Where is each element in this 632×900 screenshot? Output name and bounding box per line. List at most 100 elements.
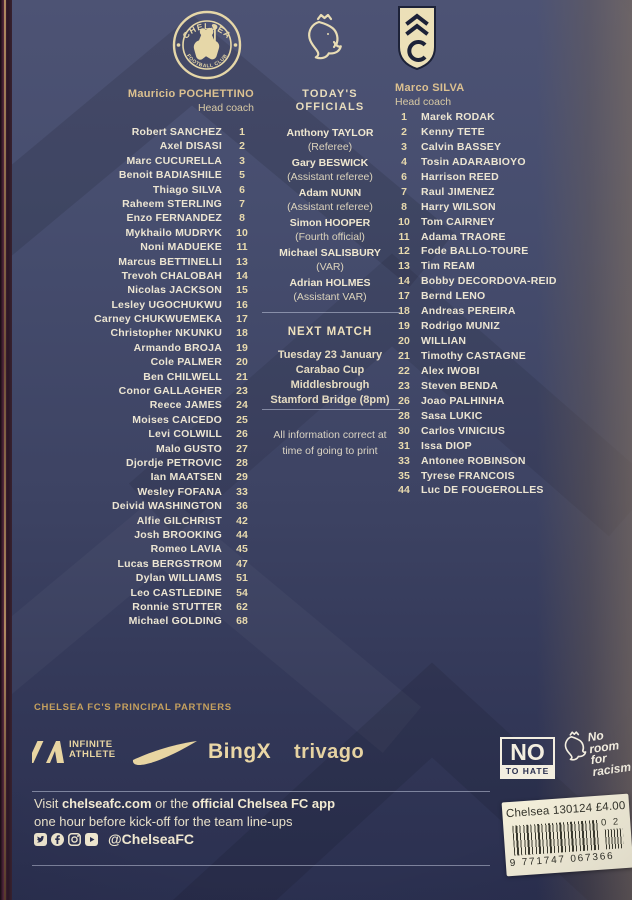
player-row: 26 Joao PALHINHA — [393, 395, 603, 410]
player-number: 26 — [398, 394, 410, 407]
player-row: Ben CHILWELL 21 — [40, 371, 254, 385]
player-name: Kenny TETE — [421, 125, 485, 138]
player-name: Steven BENDA — [421, 379, 499, 392]
player-number: 33 — [398, 454, 410, 467]
official-role: (Referee) — [307, 141, 353, 153]
next-match-line: Middlesbrough — [290, 379, 370, 391]
officials-title-line1: TODAY'S — [302, 88, 358, 100]
player-number: 2 — [401, 125, 407, 138]
player-number: 29 — [236, 471, 248, 484]
disclaimer-line2: time of going to print — [282, 444, 378, 457]
player-name: Raheem STERLING — [122, 197, 222, 210]
player-number: 36 — [236, 500, 248, 513]
player-name: Marc CUCURELLA — [126, 154, 222, 167]
player-name: Josh BROOKING — [134, 528, 222, 541]
player-name: Rodrigo MUNIZ — [421, 320, 501, 333]
player-number: 27 — [236, 442, 248, 455]
footer-text-segment: or the — [151, 796, 193, 811]
player-number: 22 — [398, 364, 410, 377]
footer-visit-line: Visit chelseafc.com or the official Chel… — [34, 796, 335, 811]
twitter-icon — [34, 832, 47, 846]
chelsea-coach-block: Mauricio POCHETTINO Head coach — [40, 88, 254, 114]
footer-text-segment: Visit — [34, 796, 62, 811]
player-row: Noni MADUEKE 11 — [40, 241, 254, 255]
player-name: Christopher NKUNKU — [110, 327, 222, 340]
player-name: Lucas BERGSTROM — [117, 557, 222, 570]
official-entry: Adam NUNN (Assistant referee) — [258, 186, 402, 214]
player-number: 2 — [239, 140, 245, 153]
player-number: 19 — [236, 341, 248, 354]
player-row: 17 Bernd LENO — [393, 290, 603, 305]
player-name: Alfie GILCHRIST — [136, 514, 222, 527]
official-name: Adrian HOLMES — [289, 277, 371, 289]
player-number: 18 — [236, 327, 248, 340]
bingx-logo: BingX — [208, 740, 272, 763]
divider — [32, 791, 490, 792]
player-name: Malo GUSTO — [156, 442, 222, 455]
trivago-logo: trivago — [294, 741, 365, 763]
player-name: Robert SANCHEZ — [131, 126, 222, 138]
player-name: Calvin BASSEY — [421, 140, 502, 153]
player-number: 44 — [398, 484, 410, 497]
chelsea-coach-name: Mauricio POCHETTINO — [127, 88, 254, 100]
player-number: 44 — [236, 528, 248, 541]
player-row: 13 Tim REAM — [393, 260, 603, 275]
player-number: 5 — [239, 169, 245, 182]
player-name: Adama TRAORE — [421, 230, 506, 243]
player-name: Conor GALLAGHER — [118, 385, 222, 398]
player-name: WILLIAN — [421, 335, 467, 348]
player-row: Alfie GILCHRIST 42 — [40, 515, 254, 529]
player-number: 23 — [236, 385, 248, 398]
player-number: 47 — [236, 557, 248, 570]
player-number: 20 — [236, 356, 248, 369]
player-name: Ben CHILWELL — [143, 370, 222, 383]
player-number: 62 — [236, 600, 248, 613]
official-entry: Michael SALISBURY (VAR) — [258, 246, 402, 274]
partners-row: INFINITE ATHLETE BingX trivago — [32, 733, 472, 777]
official-name: Anthony TAYLOR — [286, 127, 374, 139]
player-name: Joao PALHINHA — [421, 394, 505, 407]
partners-heading: CHELSEA FC'S PRINCIPAL PARTNERS — [34, 702, 232, 713]
fulham-crest-icon — [398, 6, 436, 71]
player-row: 33 Antonee ROBINSON — [393, 455, 603, 470]
player-row: Ian MAATSEN 29 — [40, 471, 254, 485]
nike-swoosh-icon — [132, 741, 197, 765]
price-barcode-label: Chelsea 130124 £4.00 0 2 9 771747 067366 — [501, 793, 632, 877]
facebook-icon — [51, 832, 64, 846]
official-entry: Gary BESWICK (Assistant referee) — [258, 156, 402, 184]
player-number: 25 — [236, 413, 248, 426]
player-row: Ronnie STUTTER 62 — [40, 601, 254, 615]
player-number: 68 — [236, 615, 248, 628]
player-row: Djordje PETROVIC 28 — [40, 457, 254, 471]
player-row: Mykhailo MUDRYK 10 — [40, 227, 254, 241]
player-name: Dylan WILLIAMS — [135, 572, 222, 585]
no-room-for-racism-logo: No room for racism — [560, 728, 632, 778]
player-number: 11 — [398, 230, 410, 243]
page-lighting-shade — [537, 0, 632, 900]
player-name: Tosin ADARABIOYO — [421, 155, 526, 168]
player-name: Wesley FOFANA — [137, 485, 222, 498]
player-row: 35 Tyrese FRANCOIS — [393, 470, 603, 485]
player-name: Nicolas JACKSON — [127, 284, 222, 297]
player-number: 54 — [236, 586, 248, 599]
footer-kickoff-line: one hour before kick-off for the team li… — [34, 814, 293, 829]
player-row: Dylan WILLIAMS 51 — [40, 572, 254, 586]
player-number: 31 — [398, 439, 410, 452]
player-row: Christopher NKUNKU 18 — [40, 327, 254, 341]
player-row: Armando BROJA 19 — [40, 342, 254, 356]
fulham-squad-list: 1 Marek RODAK 2 Kenny TETE 3 Calvin BASSEY 4 To… — [393, 111, 603, 499]
player-number: 17 — [398, 290, 410, 303]
player-number: 10 — [398, 215, 410, 228]
player-number: 26 — [236, 428, 248, 441]
player-row: Trevoh CHALOBAH 14 — [40, 270, 254, 284]
player-row: 31 Issa DIOP — [393, 440, 603, 455]
chelsea-crest-icon: CHELSEA FOOTBALL CLUB — [172, 10, 242, 80]
player-number: 4 — [401, 155, 407, 168]
player-number: 13 — [236, 255, 248, 268]
officials-title-line2: OFFICIALS — [295, 101, 365, 113]
player-row: Leo CASTLEDINE 54 — [40, 587, 254, 601]
player-row: 8 Harry WILSON — [393, 201, 603, 216]
player-number: 16 — [236, 298, 248, 311]
player-number: 8 — [401, 200, 407, 213]
player-number: 42 — [236, 514, 248, 527]
